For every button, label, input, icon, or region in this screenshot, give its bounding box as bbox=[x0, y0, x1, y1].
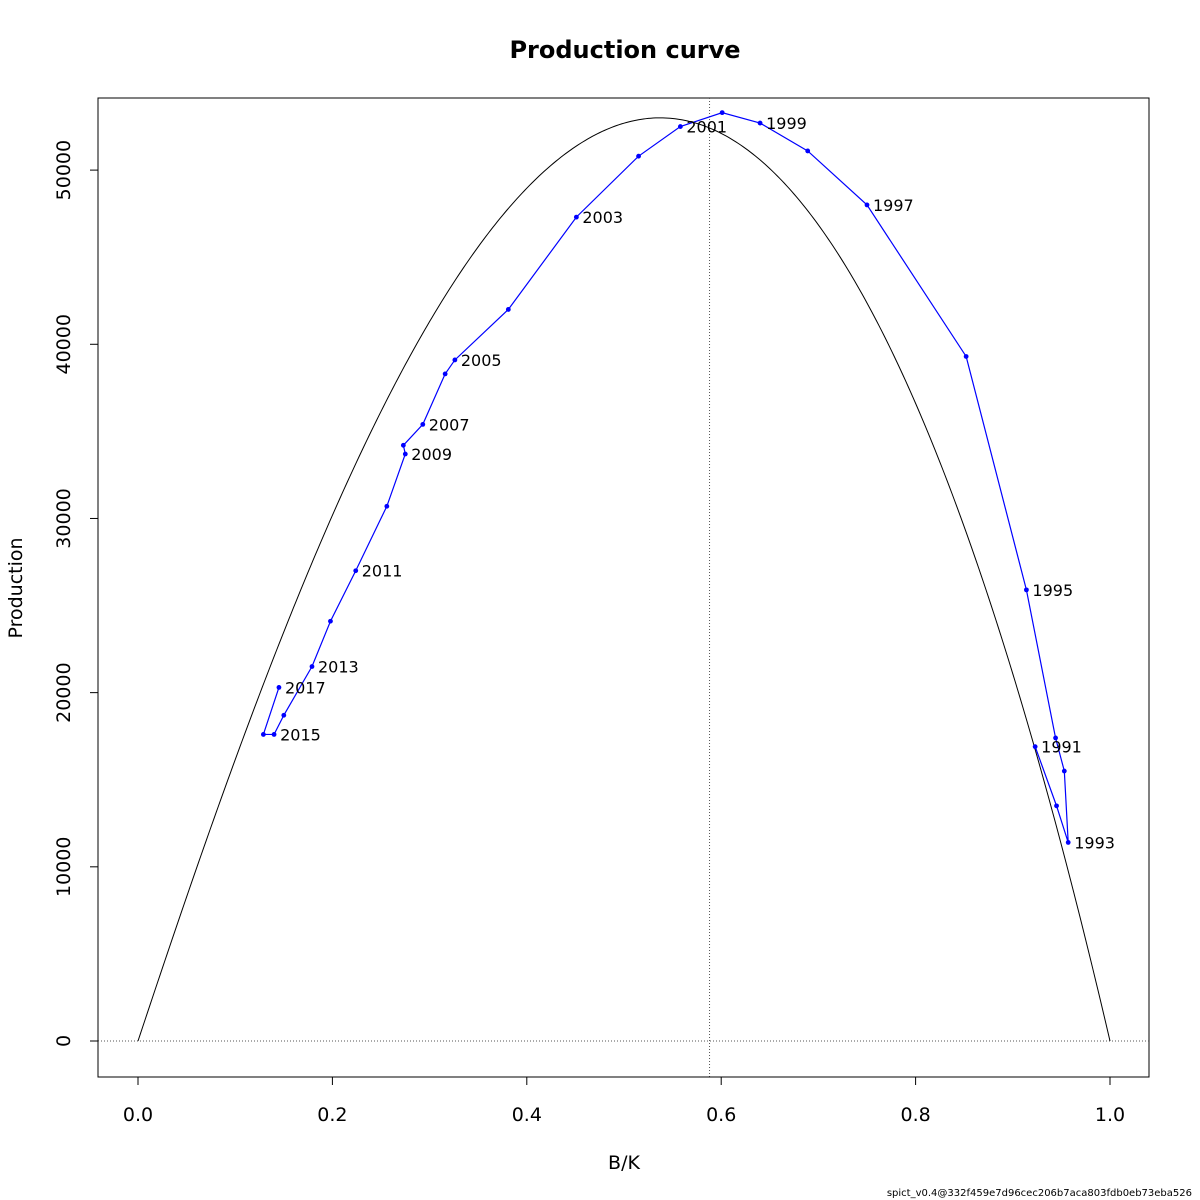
data-point-2014 bbox=[281, 712, 287, 718]
data-point-2008 bbox=[400, 442, 406, 448]
year-label-2017: 2017 bbox=[285, 678, 326, 697]
x-tick-label-0.8: 0.8 bbox=[900, 1104, 930, 1126]
y-tick-label-10000: 10000 bbox=[53, 837, 75, 897]
data-point-1992 bbox=[1065, 840, 1071, 845]
data-point-2007 bbox=[420, 422, 426, 427]
data-point-2010 bbox=[384, 503, 390, 509]
theoretical-production-curve bbox=[137, 117, 1111, 1042]
y-tick-label-30000: 30000 bbox=[53, 488, 75, 548]
year-label-1995: 1995 bbox=[1032, 581, 1073, 600]
data-point-2004 bbox=[505, 307, 511, 312]
year-label-2003: 2003 bbox=[582, 208, 623, 227]
year-label-1999: 1999 bbox=[766, 114, 807, 133]
observed-series-layer bbox=[260, 110, 1071, 845]
data-point-1996 bbox=[963, 354, 969, 359]
y-axis-label: Production bbox=[5, 537, 27, 638]
reference-lines bbox=[98, 98, 1149, 1077]
x-tick-label-0.6: 0.6 bbox=[706, 1104, 736, 1126]
data-point-2006 bbox=[442, 371, 448, 377]
data-point-1999 bbox=[757, 120, 763, 126]
year-label-2015: 2015 bbox=[280, 725, 321, 744]
x-tick-label-0.4: 0.4 bbox=[512, 1104, 542, 1126]
x-tick-label-0.0: 0.0 bbox=[123, 1104, 153, 1126]
y-tick-label-40000: 40000 bbox=[53, 314, 75, 374]
data-point-2002 bbox=[636, 153, 641, 159]
year-label-1997: 1997 bbox=[873, 196, 914, 215]
x-axis: 0.0 0.2 0.4 0.6 0.8 1.0 bbox=[123, 1076, 1125, 1126]
observed-series-line bbox=[262, 111, 1069, 843]
data-point-2017 bbox=[276, 685, 282, 690]
data-point-2013 bbox=[309, 664, 315, 669]
data-point-2015 bbox=[271, 732, 277, 737]
x-tick-label-0.2: 0.2 bbox=[317, 1104, 347, 1126]
data-point-2016 bbox=[260, 732, 266, 737]
data-point-2012 bbox=[328, 618, 333, 624]
year-label-2007: 2007 bbox=[429, 415, 470, 434]
year-label-2009: 2009 bbox=[411, 445, 452, 464]
year-label-2001: 2001 bbox=[686, 118, 727, 137]
data-point-1993 bbox=[1061, 768, 1067, 774]
data-point-1990 bbox=[1032, 744, 1038, 750]
y-tick-label-50000: 50000 bbox=[53, 140, 75, 200]
data-point-1998 bbox=[805, 148, 811, 154]
data-point-2005 bbox=[452, 357, 458, 363]
year-label-2005: 2005 bbox=[461, 351, 502, 370]
data-point-1994 bbox=[1053, 735, 1058, 741]
year-label-1991: 1991 bbox=[1041, 738, 1082, 757]
data-point-2003 bbox=[573, 214, 579, 220]
x-tick-label-1.0: 1.0 bbox=[1095, 1104, 1125, 1126]
y-tick-label-0: 0 bbox=[53, 1035, 75, 1047]
data-point-1995 bbox=[1024, 587, 1029, 593]
plot-frame bbox=[97, 97, 1150, 1078]
data-point-2009 bbox=[402, 451, 408, 457]
year-label-2013: 2013 bbox=[318, 658, 359, 677]
data-point-2001 bbox=[677, 124, 683, 129]
footer-version-text: spict_v0.4@332f459e7d96cec206b7aca803fdb… bbox=[887, 1188, 1192, 1199]
y-tick-label-20000: 20000 bbox=[53, 662, 75, 722]
year-labels-layer: 1991 1993 1995 1997 1999 2001 2003 2005 2007 2009… bbox=[280, 114, 1115, 852]
data-point-1997 bbox=[864, 202, 870, 208]
y-axis: 0 10000 20000 30000 40000 50000 bbox=[53, 140, 99, 1047]
year-label-1993: 1993 bbox=[1074, 833, 1115, 852]
data-point-2000 bbox=[719, 110, 725, 116]
theoretical-curve-layer bbox=[137, 117, 1111, 1042]
x-axis-label: B/K bbox=[608, 1152, 640, 1174]
data-point-1991 bbox=[1054, 803, 1059, 809]
year-label-2011: 2011 bbox=[362, 562, 403, 581]
chart-title: Production curve bbox=[509, 36, 740, 64]
data-point-2011 bbox=[353, 568, 359, 574]
